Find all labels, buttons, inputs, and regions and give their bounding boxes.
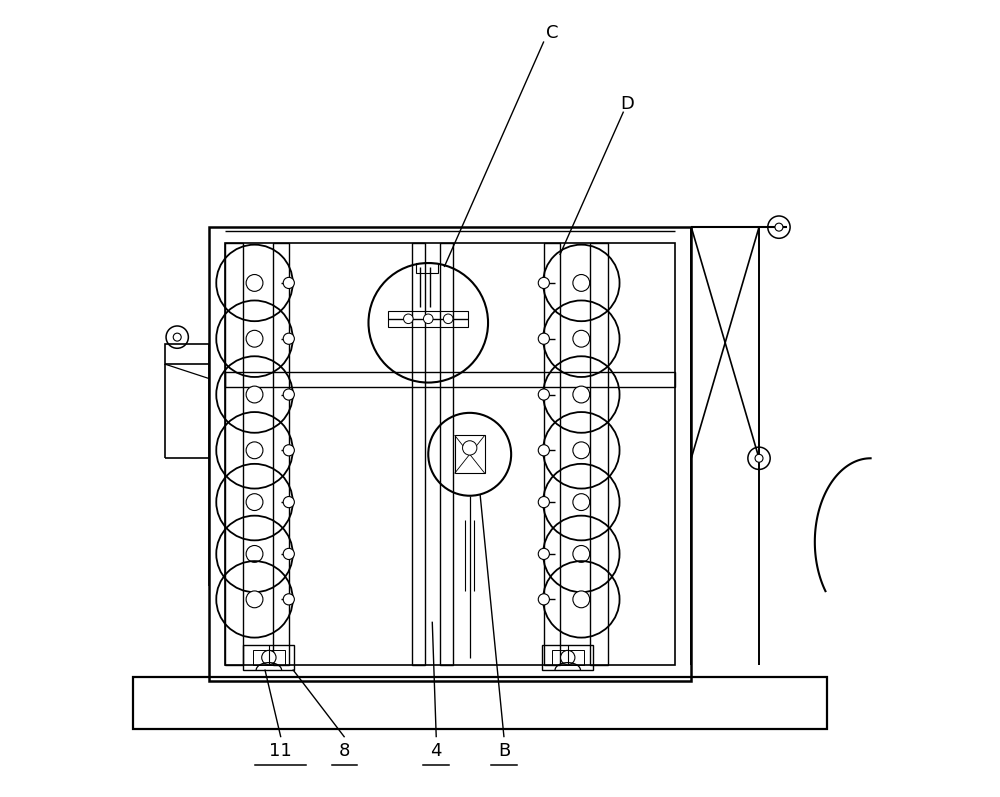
Bar xyxy=(455,435,485,473)
Circle shape xyxy=(423,314,433,324)
Text: D: D xyxy=(621,95,634,112)
Text: 4: 4 xyxy=(430,742,442,760)
Circle shape xyxy=(538,277,549,289)
Circle shape xyxy=(538,445,549,456)
Circle shape xyxy=(538,594,549,605)
Circle shape xyxy=(573,493,590,511)
Bar xyxy=(253,650,285,665)
Circle shape xyxy=(538,548,549,559)
Circle shape xyxy=(246,545,263,563)
Bar xyxy=(440,243,453,665)
Circle shape xyxy=(775,223,783,231)
Bar xyxy=(552,650,584,665)
Circle shape xyxy=(573,386,590,403)
Circle shape xyxy=(561,650,575,665)
Circle shape xyxy=(538,497,549,508)
Circle shape xyxy=(573,545,590,563)
Circle shape xyxy=(173,333,181,341)
Circle shape xyxy=(283,497,294,508)
Bar xyxy=(273,243,289,665)
Bar xyxy=(388,311,468,327)
Circle shape xyxy=(573,274,590,292)
Circle shape xyxy=(573,442,590,459)
Circle shape xyxy=(246,442,263,459)
Bar xyxy=(412,243,425,665)
Text: 11: 11 xyxy=(269,742,292,760)
Bar xyxy=(544,243,560,665)
Circle shape xyxy=(283,277,294,289)
Text: 8: 8 xyxy=(339,742,350,760)
Bar xyxy=(225,243,243,665)
Bar xyxy=(542,645,593,670)
Bar xyxy=(590,243,608,665)
Bar xyxy=(225,372,675,387)
Circle shape xyxy=(283,548,294,559)
Circle shape xyxy=(246,386,263,403)
Circle shape xyxy=(404,314,413,324)
Circle shape xyxy=(573,591,590,608)
Circle shape xyxy=(463,441,477,455)
Bar xyxy=(225,243,675,665)
Circle shape xyxy=(283,389,294,400)
Bar xyxy=(416,263,438,273)
Circle shape xyxy=(538,389,549,400)
Circle shape xyxy=(246,330,263,347)
Circle shape xyxy=(246,274,263,292)
Circle shape xyxy=(246,591,263,608)
Bar xyxy=(165,344,209,364)
Text: B: B xyxy=(498,742,510,760)
Text: C: C xyxy=(546,25,558,42)
Bar xyxy=(209,227,691,681)
Bar xyxy=(243,645,294,670)
Circle shape xyxy=(538,333,549,344)
Circle shape xyxy=(755,454,763,462)
Circle shape xyxy=(283,445,294,456)
Circle shape xyxy=(262,650,276,665)
Circle shape xyxy=(283,333,294,344)
Circle shape xyxy=(283,594,294,605)
Circle shape xyxy=(573,330,590,347)
Circle shape xyxy=(443,314,453,324)
Circle shape xyxy=(246,493,263,511)
Bar xyxy=(133,677,827,729)
